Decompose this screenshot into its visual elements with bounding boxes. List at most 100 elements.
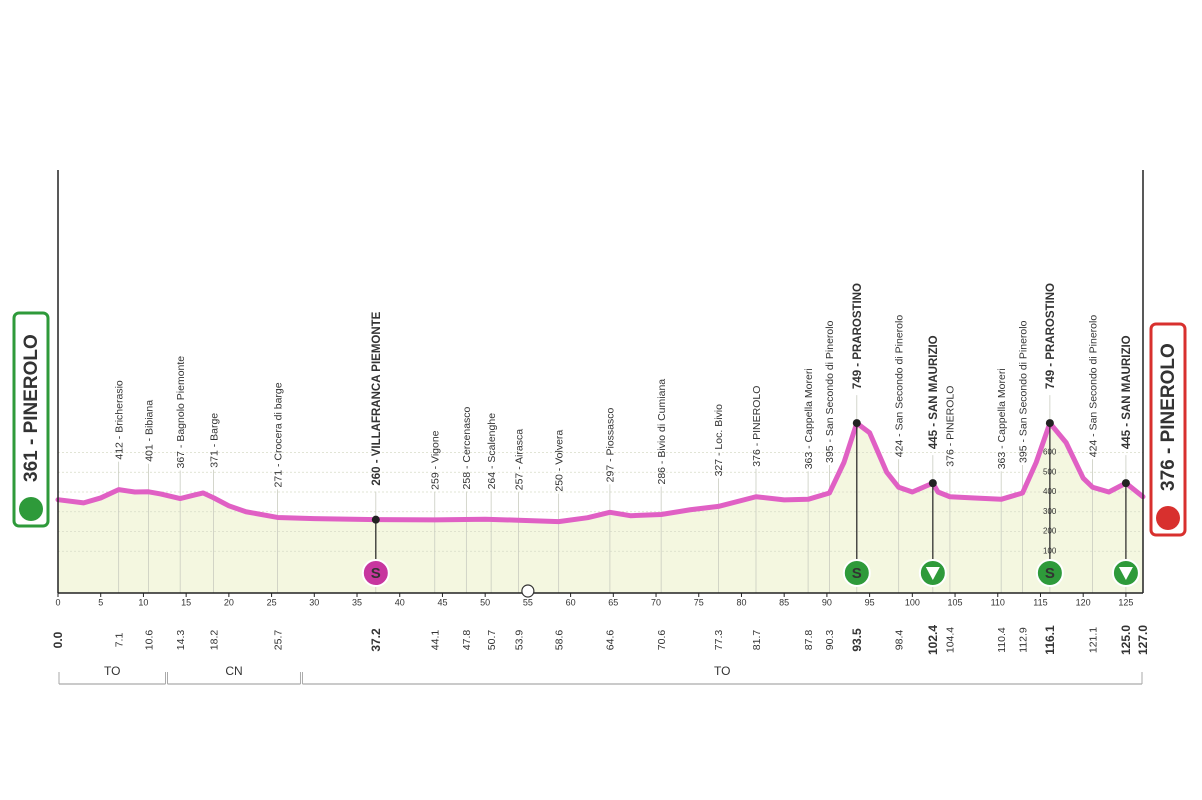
km-label: 90.3: [824, 630, 836, 651]
waypoint-label: 395 - San Secondo di Pinerolo: [1017, 320, 1029, 463]
km-label: 25.7: [272, 630, 284, 651]
waypoint-label: 395 - San Secondo di Pinerolo: [824, 320, 836, 463]
marker-text: S: [371, 565, 381, 582]
km-label: 53.9: [513, 630, 525, 651]
profile-line: [55, 420, 1146, 525]
x-tick-label: 90: [822, 597, 832, 607]
marker-text: S: [1045, 565, 1055, 582]
km-label: 110.4: [996, 627, 1008, 653]
marker-text: S: [852, 565, 862, 582]
km-label: 0.0: [51, 631, 65, 648]
km-label: 93.5: [850, 628, 864, 652]
km-label: 70.6: [656, 630, 668, 651]
x-tick-label: 45: [437, 597, 447, 607]
region-label: TO: [104, 664, 120, 678]
waypoint-label: 412 - Bricherasio: [113, 380, 125, 460]
x-tick-label: 5: [98, 597, 103, 607]
km-label: 121.1: [1087, 627, 1099, 653]
x-tick-label: 120: [1076, 597, 1091, 607]
x-tick-label: 80: [736, 597, 746, 607]
waypoint-dot: [928, 479, 937, 488]
km-label: 98.4: [893, 630, 905, 651]
x-tick-label: 10: [138, 597, 148, 607]
waypoint-label: 260 - VILLAFRANCA PIEMONTE: [371, 311, 383, 485]
x-tick-label: 105: [948, 597, 963, 607]
x-tick-label: 115: [1033, 597, 1047, 607]
km-label: 37.2: [369, 628, 383, 652]
feed-zone-icon: [521, 584, 535, 598]
waypoint-dot: [1045, 419, 1054, 428]
waypoint-label: 286 - Bivio di Cumiana: [656, 379, 668, 485]
waypoint-label: 367 - Bagnolo Piemonte: [175, 356, 187, 469]
waypoint-label: 264 - Scalenghe: [486, 413, 498, 490]
km-label: 50.7: [486, 630, 498, 651]
km-label: 87.8: [803, 630, 815, 651]
waypoint-dot: [852, 419, 861, 428]
km-label: 112.9: [1017, 627, 1029, 653]
x-tick-label: 95: [865, 597, 875, 607]
waypoint-label: 363 - Cappella Moreri: [803, 368, 815, 469]
waypoint-label: 749 - PRAROSTINO: [1045, 283, 1057, 389]
x-tick-label: 55: [523, 597, 533, 607]
x-tick-label: 60: [566, 597, 576, 607]
x-tick-label: 35: [352, 597, 362, 607]
x-tick-label: 50: [480, 597, 490, 607]
km-label: 125.0: [1119, 625, 1133, 655]
waypoint-label: 445 - SAN MAURIZIO: [1121, 335, 1133, 449]
km-label: 64.6: [605, 630, 617, 651]
x-tick-label: 75: [694, 597, 704, 607]
waypoint-label: 376 - PINEROLO: [751, 386, 763, 467]
sign-label: 361 - PINEROLO: [21, 334, 42, 482]
x-tick-label: 0: [55, 597, 60, 607]
region-label: CN: [225, 664, 242, 678]
km-label: 127.0: [1136, 625, 1150, 655]
waypoint-label: 271 - Crocera di barge: [272, 382, 284, 487]
km-label: 102.4: [926, 625, 940, 655]
x-tick-label: 110: [991, 597, 1005, 607]
x-tick-label: 25: [267, 597, 277, 607]
km-label: 81.7: [751, 630, 763, 651]
x-tick-label: 65: [608, 597, 618, 607]
waypoint-dot: [1121, 479, 1130, 488]
waypoint-label: 401 - Bibiana: [143, 400, 155, 462]
waypoint-label: 363 - Cappella Moreri: [996, 368, 1008, 469]
waypoint-label: 258 - Cercenasco: [461, 406, 473, 489]
waypoint-label: 327 - Loc. Bivio: [713, 404, 725, 477]
km-label: 14.3: [175, 630, 187, 651]
km-label: 104.4: [945, 627, 957, 653]
waypoint-label: 257 - Airasca: [513, 429, 525, 490]
marker-triangle: [925, 567, 940, 580]
km-label: 47.8: [461, 630, 473, 651]
km-label: 116.1: [1043, 625, 1057, 655]
km-label: 18.2: [208, 630, 220, 651]
sign-label: 376 - PINEROLO: [1158, 343, 1179, 491]
waypoint-label: 259 - Vigone: [430, 430, 442, 490]
marker-triangle: [1118, 567, 1133, 580]
waypoint-dot: [371, 515, 380, 524]
km-label: 7.1: [113, 633, 125, 648]
marker-kom: [842, 559, 871, 587]
waypoint-label: 445 - SAN MAURIZIO: [928, 335, 940, 449]
x-tick-label: 20: [224, 597, 234, 607]
x-tick-label: 100: [905, 597, 920, 607]
km-label: 44.1: [430, 630, 442, 651]
waypoint-label: 371 - Barge: [208, 413, 220, 468]
x-tick-label: 70: [651, 597, 661, 607]
km-label: 10.6: [143, 630, 155, 651]
sign-icon: [19, 497, 43, 521]
region-label: TO: [714, 664, 730, 678]
profile-fill: [58, 423, 1143, 593]
waypoint-label: 424 - San Secondo di Pinerolo: [893, 315, 905, 458]
x-tick-label: 85: [779, 597, 789, 607]
waypoint-label: 424 - San Secondo di Pinerolo: [1087, 315, 1099, 458]
x-tick-label: 30: [309, 597, 319, 607]
waypoint-label: 376 - PINEROLO: [945, 386, 957, 467]
x-tick-label: 15: [181, 597, 191, 607]
x-tick-label: 40: [395, 597, 405, 607]
sign-box: [1149, 322, 1187, 537]
km-label: 77.3: [713, 630, 725, 651]
waypoint-label: 297 - Piossasco: [605, 407, 617, 482]
marker-kom: [1035, 559, 1064, 587]
waypoint-label: 250 - Volvera: [553, 430, 565, 492]
